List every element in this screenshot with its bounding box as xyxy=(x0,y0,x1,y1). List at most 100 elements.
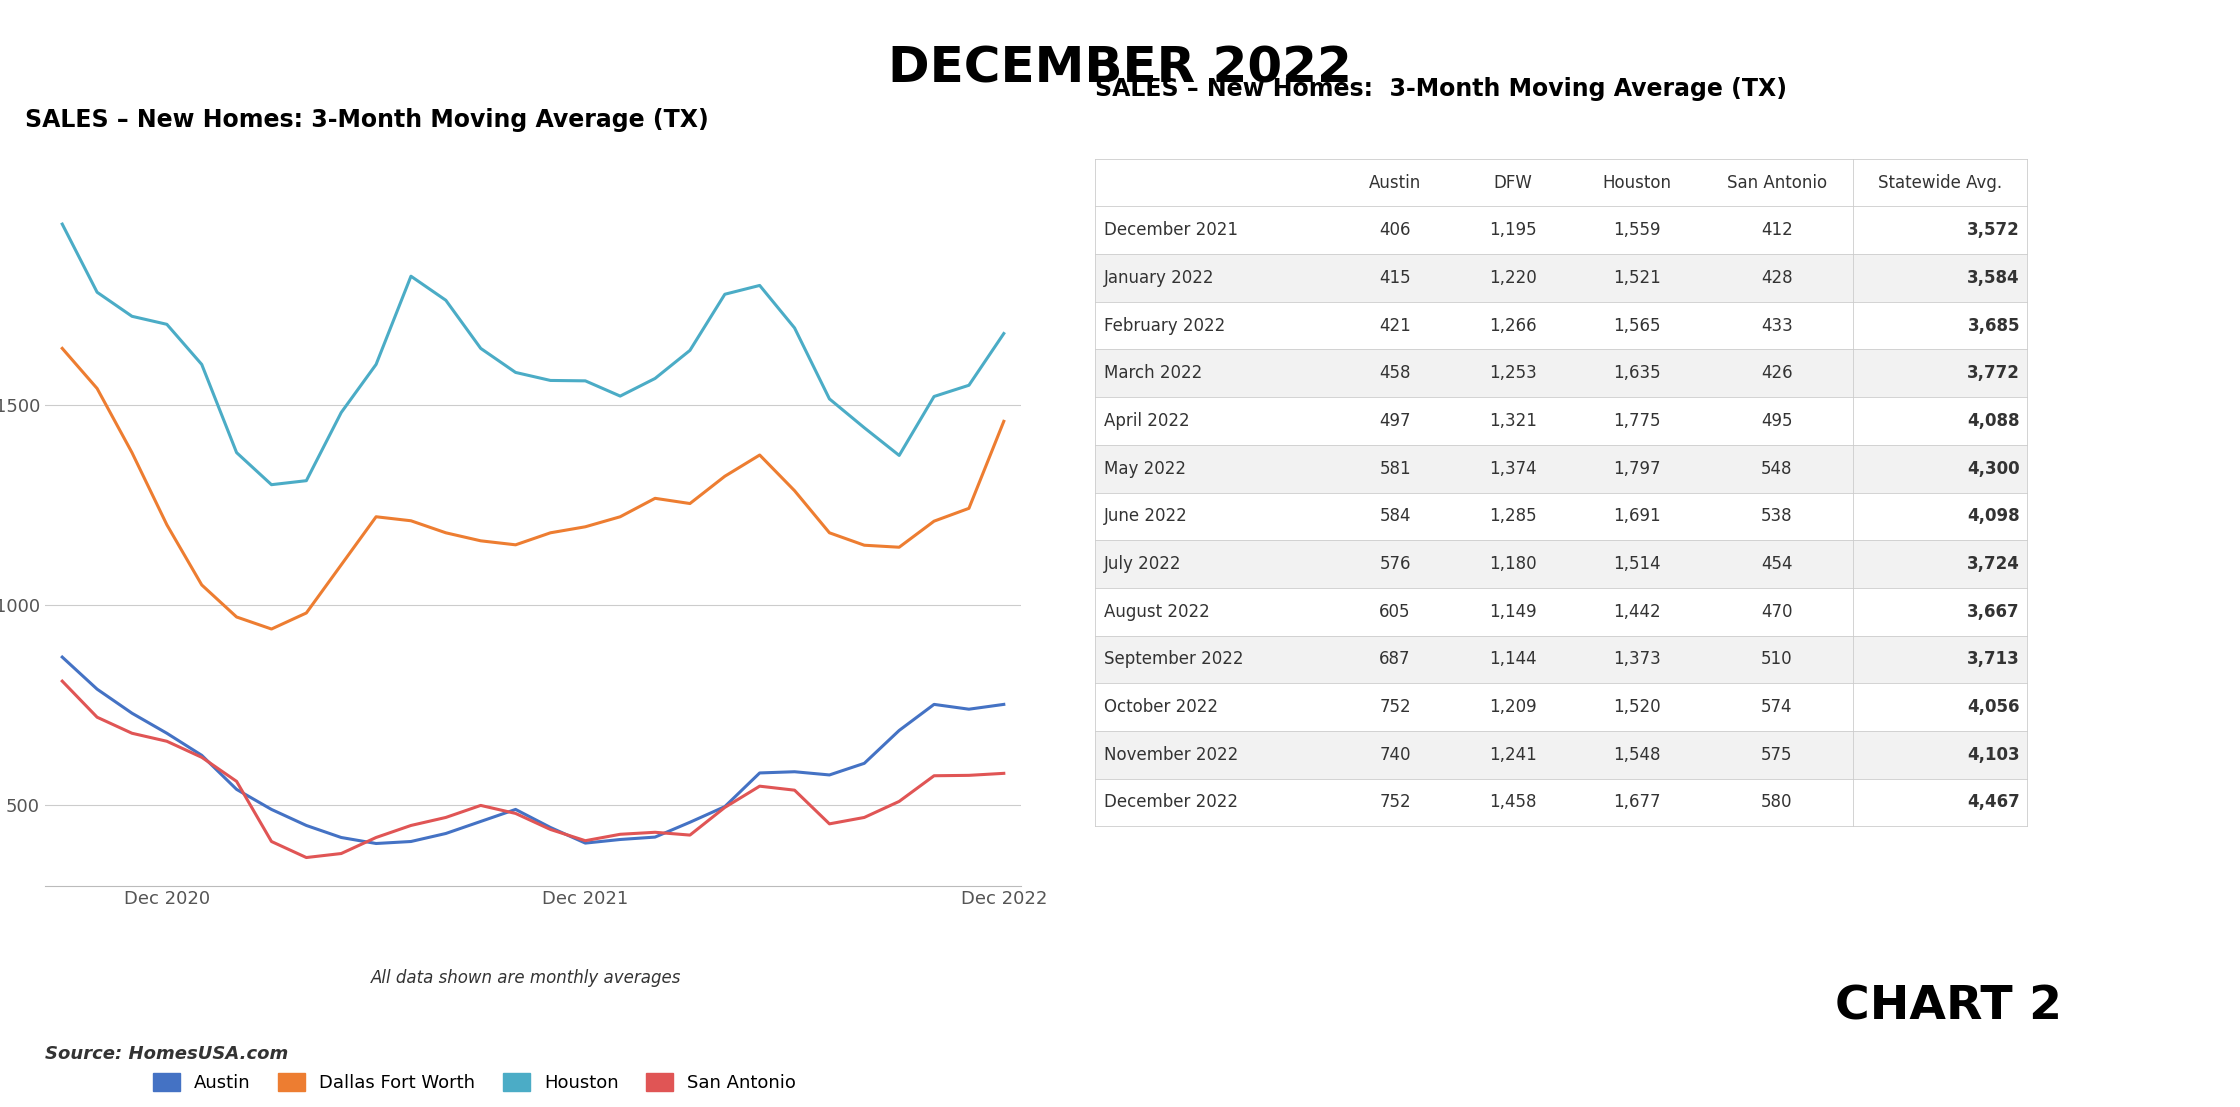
Text: 548: 548 xyxy=(1761,459,1792,477)
Text: 426: 426 xyxy=(1761,364,1792,382)
Text: 4,056: 4,056 xyxy=(1967,699,2020,716)
Text: June 2022: June 2022 xyxy=(1104,507,1187,526)
Text: 3,584: 3,584 xyxy=(1967,269,2020,287)
Bar xyxy=(1095,778,2027,826)
Text: August 2022: August 2022 xyxy=(1104,602,1210,621)
Text: 1,520: 1,520 xyxy=(1613,699,1660,716)
Text: 1,775: 1,775 xyxy=(1613,412,1660,430)
Text: 497: 497 xyxy=(1380,412,1411,430)
Text: 3,772: 3,772 xyxy=(1967,364,2020,382)
Text: 1,691: 1,691 xyxy=(1613,507,1660,526)
Bar xyxy=(1095,206,2027,255)
Text: 1,797: 1,797 xyxy=(1613,459,1660,477)
Text: 1,209: 1,209 xyxy=(1490,699,1537,716)
Text: 576: 576 xyxy=(1380,555,1411,573)
Text: 1,285: 1,285 xyxy=(1490,507,1537,526)
Text: 1,144: 1,144 xyxy=(1490,651,1537,669)
Text: January 2022: January 2022 xyxy=(1104,269,1214,287)
Bar xyxy=(1095,683,2027,731)
Text: 428: 428 xyxy=(1761,269,1792,287)
Text: 1,149: 1,149 xyxy=(1490,602,1537,621)
Text: 1,220: 1,220 xyxy=(1490,269,1537,287)
Text: 454: 454 xyxy=(1761,555,1792,573)
Bar xyxy=(1095,158,2027,206)
Text: 740: 740 xyxy=(1380,746,1411,764)
Text: 1,548: 1,548 xyxy=(1613,746,1660,764)
Text: 4,103: 4,103 xyxy=(1967,746,2020,764)
Bar xyxy=(1095,350,2027,397)
Text: 538: 538 xyxy=(1761,507,1792,526)
Text: November 2022: November 2022 xyxy=(1104,746,1239,764)
Text: All data shown are monthly averages: All data shown are monthly averages xyxy=(372,969,681,986)
Text: March 2022: March 2022 xyxy=(1104,364,1203,382)
Text: 687: 687 xyxy=(1380,651,1411,669)
Text: December 2021: December 2021 xyxy=(1104,221,1239,239)
Text: 574: 574 xyxy=(1761,699,1792,716)
Text: CHART 2: CHART 2 xyxy=(1835,984,2063,1030)
Text: 421: 421 xyxy=(1380,317,1411,334)
Text: December 2022: December 2022 xyxy=(1104,794,1239,811)
Bar xyxy=(1095,731,2027,778)
Text: July 2022: July 2022 xyxy=(1104,555,1180,573)
Text: 470: 470 xyxy=(1761,602,1792,621)
Text: 1,373: 1,373 xyxy=(1613,651,1660,669)
Text: 1,559: 1,559 xyxy=(1613,221,1660,239)
Text: February 2022: February 2022 xyxy=(1104,317,1225,334)
Text: 581: 581 xyxy=(1380,459,1411,477)
Bar xyxy=(1095,588,2027,635)
Text: San Antonio: San Antonio xyxy=(1727,174,1828,192)
Text: 1,241: 1,241 xyxy=(1490,746,1537,764)
Text: Austin: Austin xyxy=(1369,174,1420,192)
Bar xyxy=(1095,397,2027,445)
Text: DECEMBER 2022: DECEMBER 2022 xyxy=(887,44,1353,92)
Text: DFW: DFW xyxy=(1494,174,1532,192)
Legend: Austin, Dallas Fort Worth, Houston, San Antonio: Austin, Dallas Fort Worth, Houston, San … xyxy=(146,1065,804,1099)
Text: 3,713: 3,713 xyxy=(1967,651,2020,669)
Text: Houston: Houston xyxy=(1602,174,1671,192)
Text: 4,088: 4,088 xyxy=(1967,412,2020,430)
Text: Source: HomesUSA.com: Source: HomesUSA.com xyxy=(45,1045,289,1063)
Text: 3,572: 3,572 xyxy=(1967,221,2020,239)
Text: 3,724: 3,724 xyxy=(1967,555,2020,573)
Text: 752: 752 xyxy=(1380,699,1411,716)
Text: 510: 510 xyxy=(1761,651,1792,669)
Text: 1,321: 1,321 xyxy=(1490,412,1537,430)
Text: 1,442: 1,442 xyxy=(1613,602,1660,621)
Text: 433: 433 xyxy=(1761,317,1792,334)
Text: 1,521: 1,521 xyxy=(1613,269,1660,287)
Text: 1,253: 1,253 xyxy=(1490,364,1537,382)
Text: Statewide Avg.: Statewide Avg. xyxy=(1877,174,2003,192)
Text: SALES – New Homes: 3-Month Moving Average (TX): SALES – New Homes: 3-Month Moving Averag… xyxy=(25,108,710,132)
Bar xyxy=(1095,493,2027,540)
Text: 605: 605 xyxy=(1380,602,1411,621)
Text: 1,677: 1,677 xyxy=(1613,794,1660,811)
Text: 4,098: 4,098 xyxy=(1967,507,2020,526)
Text: 495: 495 xyxy=(1761,412,1792,430)
Text: 3,685: 3,685 xyxy=(1967,317,2020,334)
Text: 752: 752 xyxy=(1380,794,1411,811)
Text: 575: 575 xyxy=(1761,746,1792,764)
Bar xyxy=(1095,445,2027,493)
Text: 1,635: 1,635 xyxy=(1613,364,1660,382)
Text: 412: 412 xyxy=(1761,221,1792,239)
Text: 1,458: 1,458 xyxy=(1490,794,1537,811)
Text: 1,195: 1,195 xyxy=(1490,221,1537,239)
Text: April 2022: April 2022 xyxy=(1104,412,1189,430)
Bar xyxy=(1095,635,2027,683)
Text: 580: 580 xyxy=(1761,794,1792,811)
Text: 3,667: 3,667 xyxy=(1967,602,2020,621)
Text: SALES – New Homes:  3-Month Moving Average (TX): SALES – New Homes: 3-Month Moving Averag… xyxy=(1095,77,1788,101)
Bar xyxy=(1095,302,2027,350)
Text: 406: 406 xyxy=(1380,221,1411,239)
Text: 1,514: 1,514 xyxy=(1613,555,1660,573)
Text: 458: 458 xyxy=(1380,364,1411,382)
Text: 4,300: 4,300 xyxy=(1967,459,2020,477)
Text: October 2022: October 2022 xyxy=(1104,699,1219,716)
Text: 1,266: 1,266 xyxy=(1490,317,1537,334)
Text: 4,467: 4,467 xyxy=(1967,794,2020,811)
Text: 1,180: 1,180 xyxy=(1490,555,1537,573)
Text: 1,374: 1,374 xyxy=(1490,459,1537,477)
Text: 584: 584 xyxy=(1380,507,1411,526)
Bar xyxy=(1095,540,2027,588)
Text: 1,565: 1,565 xyxy=(1613,317,1660,334)
